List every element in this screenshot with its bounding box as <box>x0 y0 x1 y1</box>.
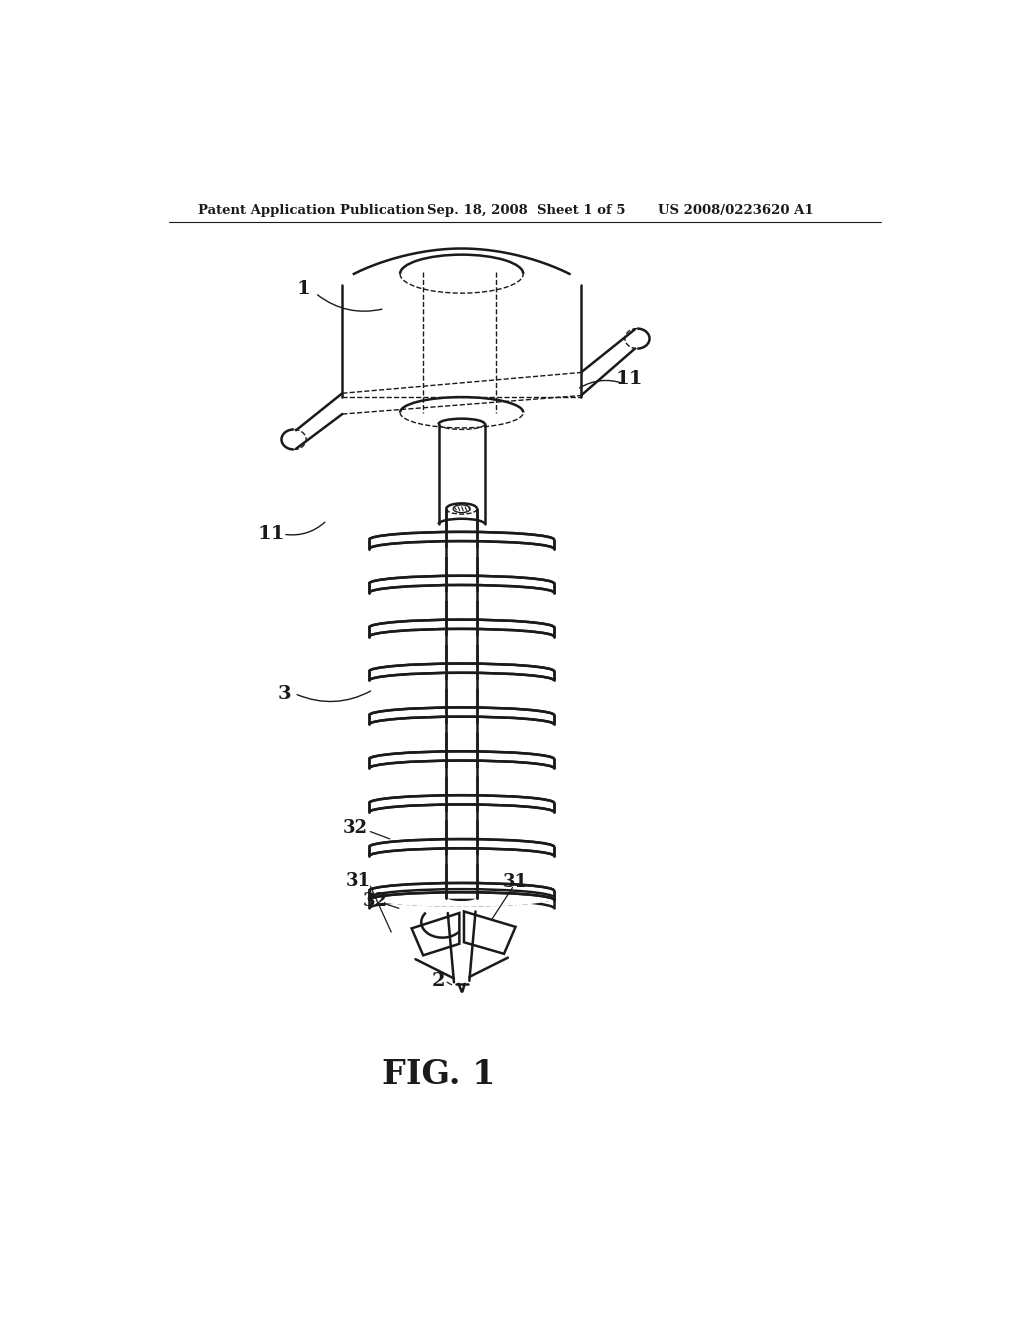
Polygon shape <box>370 540 554 557</box>
Polygon shape <box>370 715 554 723</box>
Polygon shape <box>464 911 515 954</box>
Text: US 2008/0223620 A1: US 2008/0223620 A1 <box>658 205 814 218</box>
Polygon shape <box>370 847 554 863</box>
Polygon shape <box>370 759 554 776</box>
Polygon shape <box>370 898 554 906</box>
Polygon shape <box>370 583 554 601</box>
Text: 32: 32 <box>362 892 388 911</box>
Polygon shape <box>370 715 554 733</box>
Text: 2: 2 <box>432 972 445 990</box>
Polygon shape <box>370 627 554 644</box>
Polygon shape <box>370 627 554 635</box>
Polygon shape <box>370 803 554 810</box>
Polygon shape <box>370 671 554 678</box>
Text: 11: 11 <box>615 371 643 388</box>
Polygon shape <box>370 891 554 899</box>
Text: 3: 3 <box>278 685 292 702</box>
Polygon shape <box>370 847 554 854</box>
Text: Sep. 18, 2008  Sheet 1 of 5: Sep. 18, 2008 Sheet 1 of 5 <box>427 205 626 218</box>
Polygon shape <box>370 540 554 548</box>
Polygon shape <box>370 671 554 688</box>
Polygon shape <box>370 759 554 767</box>
Text: 11: 11 <box>258 525 286 543</box>
Text: Patent Application Publication: Patent Application Publication <box>199 205 425 218</box>
Text: 31: 31 <box>503 874 528 891</box>
Polygon shape <box>370 803 554 820</box>
Text: FIG. 1: FIG. 1 <box>382 1059 496 1092</box>
Polygon shape <box>370 583 554 591</box>
Polygon shape <box>412 913 460 956</box>
Text: 32: 32 <box>343 820 368 837</box>
Polygon shape <box>370 891 554 908</box>
Text: 1: 1 <box>297 280 310 298</box>
Text: 31: 31 <box>345 871 371 890</box>
